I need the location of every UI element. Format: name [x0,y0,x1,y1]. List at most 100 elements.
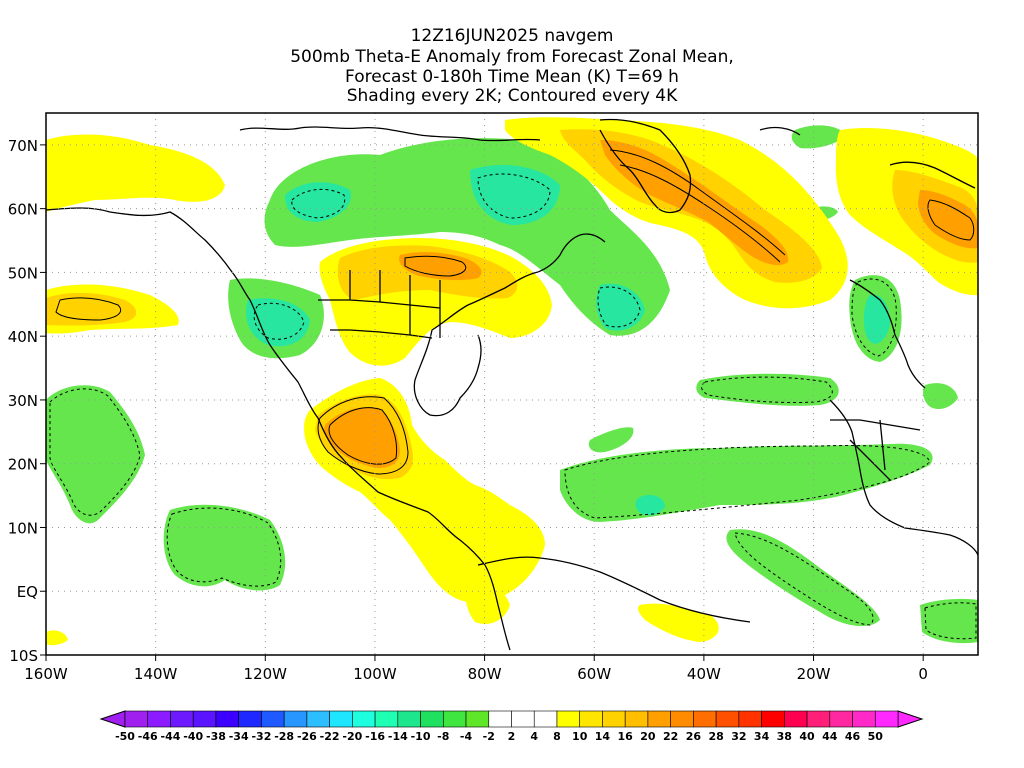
colorbar-swatch [465,710,490,728]
y-tick-label: 60N [8,201,38,219]
contour-line-negative [253,302,305,340]
colorbar-label: 8 [553,730,561,743]
state-boundaries [349,270,441,338]
colorbar-swatch [397,710,421,728]
colorbar-swatch [852,710,876,728]
colorbar-label: 20 [640,730,656,743]
longitude-axis: 160W 140W 120W 100W 80W 60W 40W 20W 0 [24,655,928,683]
iberia-coast [849,279,926,389]
contour-line-positive [619,164,781,263]
colorbar-swatch [784,710,808,728]
positive-anomaly-strong [324,140,978,468]
colorbar-label: 50 [868,730,884,743]
colorbar-swatch [261,710,285,728]
contour-line-negative [597,286,641,328]
colorbar-label: -2 [483,730,495,743]
colorbar-label: 10 [572,730,588,743]
colorbar-label: -10 [411,730,431,743]
x-tick-label: 140W [134,665,178,683]
x-tick-label: 80W [468,665,502,683]
colorbar-label: -20 [342,730,362,743]
title-line-4: Shading every 2K; Contoured every 4K [346,86,678,106]
contour-line-negative [701,376,833,404]
colorbar-swatch [738,710,762,728]
colorbar-swatch [238,710,262,728]
contour-line-positive [55,297,122,321]
colorbar-label: 26 [686,730,702,743]
africa-west-coast [829,399,978,556]
contour-lines [55,149,975,475]
colorbar-label: 4 [530,730,538,743]
colorbar-label: 46 [845,730,861,743]
colorbar-swatch [670,710,694,728]
y-tick-label: 10S [9,647,38,665]
colorbar-swatch [374,710,399,728]
colorbar-swatch [624,710,649,728]
y-tick-label: EQ [17,583,38,601]
border-us-mexico [330,329,433,339]
colorbar-label: 2 [508,730,516,743]
colorbar-label: 28 [708,730,723,743]
coastlines [46,118,978,651]
x-tick-label: 160W [24,665,68,683]
colorbar-label: -38 [206,730,226,743]
colorbar-label: 16 [618,730,634,743]
contour-line-positive [609,149,786,256]
colorbar-label: 34 [754,730,770,743]
scandinavia-coast [889,161,976,189]
title-line-2: 500mb Theta-E Anomaly from Forecast Zona… [290,47,734,67]
y-tick-label: 50N [8,264,38,282]
contour-line-negative [49,388,141,516]
y-tick-label: 30N [8,392,38,410]
colorbar-swatch [329,710,353,728]
colorbar-label: -22 [320,730,340,743]
colorbar-swatch [556,710,581,728]
colorbar-label: -14 [388,730,408,743]
colorbar: -50 -46 -44 -40 -38 -34 -32 -28 -26 -22 -20 -16 -14-… [99,710,924,743]
colorbar-label: 22 [663,730,678,743]
y-tick-label: 10N [8,519,38,537]
colorbar-swatch [488,710,512,728]
x-tick-label: 120W [244,665,288,683]
x-tick-label: 100W [353,665,397,683]
colorbar-swatch [693,710,717,728]
colorbar-label: 44 [822,730,838,743]
y-tick-label: 70N [8,137,38,155]
colorbar-label: -4 [460,730,473,743]
iceland-coast [759,126,801,136]
x-tick-label: 40W [687,665,721,683]
colorbar-swatch [761,710,785,728]
colorbar-swatch [306,710,330,728]
colorbar-swatch [806,710,831,728]
colorbar-swatch [283,710,308,728]
greenland-coast [599,118,692,214]
colorbar-swatch [579,710,603,728]
title-line-1: 12Z16JUN2025 navgem [410,26,614,46]
gulf-coast [413,329,482,417]
y-tick-label: 40N [8,328,38,346]
x-tick-label: 60W [577,665,611,683]
colorbar-label: -46 [138,730,158,743]
colorbar-label: -44 [161,730,181,743]
colorbar-swatch [192,710,217,728]
x-tick-label: 0 [918,665,928,683]
pacific-coastline [46,207,511,651]
contour-line-positive [404,255,467,277]
colorbar-label: -34 [229,730,249,743]
title-line-3: Forecast 0-180h Time Mean (K) T=69 h [345,67,679,87]
contour-line-positive [927,199,975,241]
colorbar-label: -28 [274,730,294,743]
colorbar-label: -50 [115,730,135,743]
colorbar-min-arrow [99,710,126,728]
south-america-north-coast [477,556,751,623]
colorbar-swatch [442,710,467,728]
colorbar-swatch [511,710,535,728]
colorbar-label: 14 [595,730,611,743]
colorbar-max-arrow [897,710,924,728]
lat-lon-grid [46,113,978,655]
colorbar-label: -16 [365,730,385,743]
y-tick-label: 20N [8,456,38,474]
colorbar-swatch [147,710,171,728]
colorbar-label: -26 [297,730,317,743]
